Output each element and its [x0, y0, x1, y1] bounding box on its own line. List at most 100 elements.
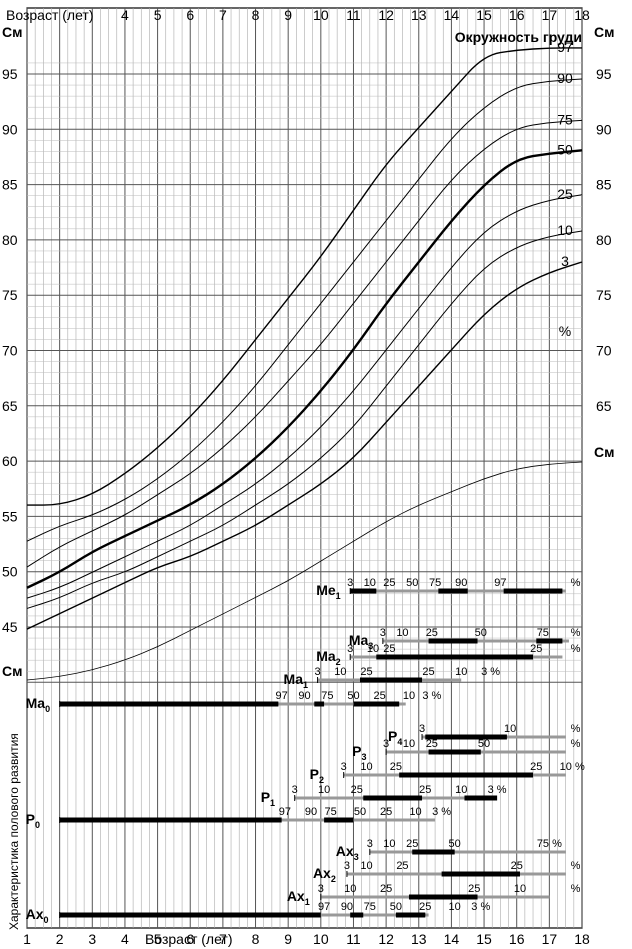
bar-end-label: %	[571, 627, 581, 639]
curve-90	[26, 78, 583, 542]
bar-tick-label: 10	[514, 883, 526, 895]
axis-labels: Возраст (лет) Возраст (лет) Окружность г…	[2, 7, 614, 947]
bar-tick-label: 97	[279, 806, 291, 818]
bar-tick-label: 25	[380, 883, 392, 895]
bar-tick-label: 10	[360, 761, 372, 773]
bar-label: Me1	[316, 582, 340, 601]
bar-tick-label: 25	[360, 666, 372, 678]
bar-label-sub: 1	[336, 591, 341, 601]
tick-right: 75	[596, 287, 612, 303]
bar-label-sub: 1	[305, 897, 310, 907]
tick-bottom: 9	[284, 931, 292, 947]
bar-tick-label: 10	[383, 838, 395, 850]
bar-tick-label: 25	[373, 690, 385, 702]
bar-label: P2	[310, 766, 324, 785]
bar-label: P4	[388, 728, 402, 747]
tick-bottom: 1	[23, 931, 31, 947]
tick-bottom: 10	[313, 931, 329, 947]
side-label: Характеристика полового развития	[7, 733, 21, 930]
bar-label-sub: 0	[35, 820, 40, 830]
bar-tick-label: 3	[380, 627, 386, 639]
bar-label: Ax1	[287, 888, 310, 907]
bar-tick-label: 3	[347, 643, 353, 655]
tick-right: 70	[596, 343, 612, 359]
tick-bottom: 5	[154, 931, 162, 947]
bar-label: P0	[26, 811, 40, 830]
tick-top: 5	[154, 7, 162, 23]
bar-tick-label: 97	[318, 901, 330, 913]
curve-label-97: 97	[557, 39, 573, 55]
bar-end-label: %	[571, 643, 581, 655]
tick-bottom: 12	[378, 931, 394, 947]
tick-bottom: 4	[121, 931, 129, 947]
bar-tick-label: 10	[403, 738, 415, 750]
tick-bottom: 14	[444, 931, 460, 947]
bar-tick-label: 25	[426, 627, 438, 639]
tick-left: 95	[2, 66, 18, 82]
bar-tick-label: 3 %	[481, 666, 500, 678]
tick-top: 6	[186, 7, 194, 23]
bar-tick-label: 3	[314, 666, 320, 678]
tick-bottom: 6	[186, 931, 194, 947]
age-label-top: Возраст (лет)	[6, 7, 94, 23]
tick-top: 8	[252, 7, 260, 23]
tick-bottom: 16	[509, 931, 525, 947]
bar-end-label: %	[571, 883, 581, 895]
curve-10	[26, 230, 583, 609]
curve-label-percent: %	[559, 323, 571, 339]
tick-right: 65	[596, 398, 612, 414]
bar-label: Ax3	[336, 843, 359, 862]
bar-tick-label: 25	[396, 860, 408, 872]
chart-title: Окружность груди	[455, 29, 582, 45]
tick-bottom: 13	[411, 931, 427, 947]
bar-end-label: %	[571, 577, 581, 589]
bar-tick-label: 50	[390, 901, 402, 913]
bar-tick-label: 50	[406, 577, 418, 589]
bar-tick-label: 3	[347, 577, 353, 589]
bar-label: Ma0	[26, 695, 50, 714]
bar-label-sub: 3	[368, 641, 373, 651]
tick-bottom: 2	[56, 931, 64, 947]
bar-tick-label: 25	[383, 577, 395, 589]
tick-top: 7	[219, 7, 227, 23]
bar-label-sub: 2	[336, 657, 341, 667]
curve-97	[27, 47, 582, 506]
bar-label-sub: 2	[331, 874, 336, 884]
tick-right: 90	[596, 121, 612, 137]
tick-left: 60	[2, 453, 18, 469]
bar-label-sub: 3	[354, 852, 359, 862]
tick-top: 14	[444, 7, 460, 23]
tick-bottom: 8	[252, 931, 260, 947]
bar-label-sub: 2	[319, 775, 324, 785]
bar-label: P1	[261, 789, 275, 808]
bar-tick-label: 10	[409, 806, 421, 818]
tick-right: 95	[596, 66, 612, 82]
unit-lower-right: См	[594, 444, 614, 460]
bar-tick-label: 10	[367, 643, 379, 655]
bar-tick-label: 75	[321, 690, 333, 702]
bar-tick-label: 25	[351, 784, 363, 796]
bar-tick-label: 75	[537, 627, 549, 639]
bar-tick-label: 25	[419, 901, 431, 913]
bar-label: Ax0	[26, 906, 49, 925]
tick-top: 9	[284, 7, 292, 23]
bar-tick-label: 50	[347, 690, 359, 702]
tick-bottom: 3	[88, 931, 96, 947]
bar-tick-label: 25	[380, 806, 392, 818]
bar-label: Ma2	[316, 648, 340, 667]
unit-left: См	[2, 24, 22, 40]
bar-tick-label: 25	[511, 860, 523, 872]
bar-tick-label: 90	[455, 577, 467, 589]
bar-tick-label: 10 %	[560, 761, 585, 773]
bar-tick-label: 10	[396, 627, 408, 639]
bar-tick-label: 97	[276, 690, 288, 702]
bar-end-label: %	[571, 860, 581, 872]
tick-left: 55	[2, 508, 18, 524]
bar-tick-label: 50	[449, 838, 461, 850]
tick-bottom: 17	[542, 931, 558, 947]
bar-tick-label: 10	[504, 723, 516, 735]
curve-3	[26, 261, 583, 630]
unit-right: См	[594, 24, 614, 40]
